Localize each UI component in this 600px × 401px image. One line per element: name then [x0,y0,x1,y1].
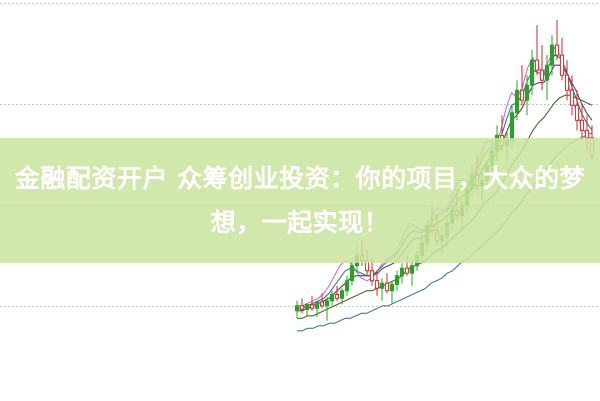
promo-banner: 金融配资开户 众筹创业投资：你的项目，大众的梦想，一起实现！ [0,138,600,263]
promo-banner-text: 金融配资开户 众筹创业投资：你的项目，大众的梦想，一起实现！ [14,163,586,237]
